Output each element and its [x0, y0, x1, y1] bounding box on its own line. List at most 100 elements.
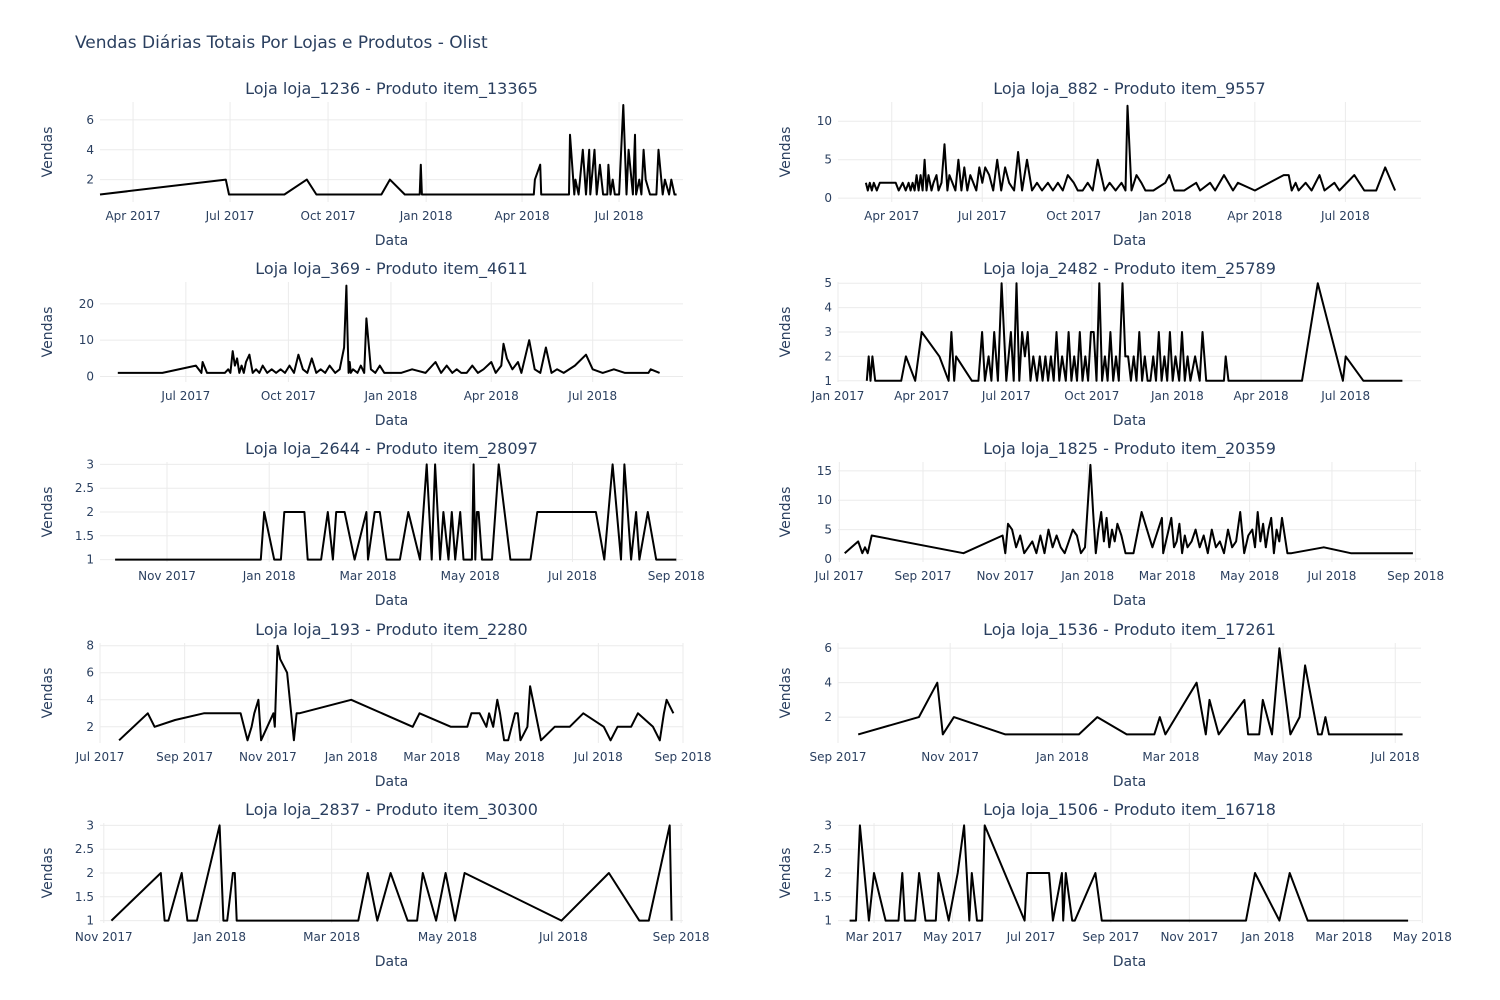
y-tick-label: 3	[824, 818, 832, 832]
subplot-5: Nov 2017 Jan 2018 Mar 2018 May 2018 Jul 2018…	[40, 439, 705, 609]
x-tick-label: Mar 2018	[1315, 930, 1372, 944]
x-tick-label: Apr 2018	[1227, 209, 1282, 223]
x-tick-label: Nov 2017	[1160, 930, 1218, 944]
y-tick-label: 1	[86, 914, 94, 928]
x-tick-label: May 2018	[485, 750, 544, 764]
y-axis-label: Vendas	[778, 127, 794, 178]
y-tick-label: 10	[817, 114, 832, 128]
x-tick-label: Sep 2017	[1082, 930, 1139, 944]
x-tick-label: Jul 2017	[981, 389, 1031, 403]
x-tick-label: Jan 2018	[364, 389, 418, 403]
x-tick-label: Jul 2018	[1320, 389, 1370, 403]
x-tick-label: Mar 2018	[340, 569, 397, 583]
x-tick-label: Apr 2018	[464, 389, 519, 403]
x-tick-label: Jul 2017	[814, 569, 864, 583]
x-axis-label: Data	[375, 413, 408, 429]
x-tick-label: May 2018	[1393, 930, 1452, 944]
series-line	[844, 463, 1413, 555]
x-tick-label: Jan 2018	[1240, 930, 1294, 944]
y-tick-label: 4	[824, 676, 832, 690]
subplot-title: Loja loja_2837 - Produto item_30300	[245, 800, 538, 820]
x-tick-label: Jan 2017	[811, 389, 865, 403]
x-tick-label: Apr 2017	[105, 209, 160, 223]
x-tick-label: Jul 2018	[547, 569, 597, 583]
x-tick-label: Nov 2017	[138, 569, 196, 583]
page-title: Vendas Diárias Totais Por Lojas e Produt…	[75, 33, 488, 53]
x-tick-label: May 2018	[1253, 750, 1312, 764]
y-axis-label: Vendas	[40, 307, 56, 358]
y-axis-label: Vendas	[40, 487, 56, 538]
x-tick-label: Jul 2018	[594, 209, 644, 223]
y-tick-label: 10	[79, 333, 94, 347]
y-tick-label: 3	[824, 325, 832, 339]
subplot-title: Loja loja_882 - Produto item_9557	[993, 79, 1265, 99]
y-tick-label: 2	[824, 349, 832, 363]
series-line	[99, 104, 677, 196]
y-tick-label: 2	[86, 505, 94, 519]
x-tick-label: Apr 2017	[864, 209, 919, 223]
y-axis-label: Vendas	[778, 848, 794, 899]
y-tick-label: 6	[824, 641, 832, 655]
x-tick-label: Jul 2018	[538, 930, 588, 944]
x-tick-label: Sep 2018	[653, 930, 710, 944]
x-tick-label: Mar 2018	[1142, 750, 1199, 764]
subplot-title: Loja loja_1506 - Produto item_16718	[983, 800, 1276, 820]
y-axis-label: Vendas	[40, 848, 56, 899]
x-tick-label: Jul 2018	[1370, 750, 1420, 764]
y-tick-label: 15	[817, 464, 832, 478]
x-tick-label: Jan 2018	[1138, 209, 1192, 223]
y-tick-label: 1	[86, 553, 94, 567]
x-tick-label: Apr 2018	[494, 209, 549, 223]
x-tick-label: Jan 2018	[242, 569, 296, 583]
x-axis-label: Data	[1113, 413, 1146, 429]
x-tick-label: Jan 2018	[324, 750, 378, 764]
y-tick-label: 4	[824, 301, 832, 315]
y-tick-label: 2	[86, 720, 94, 734]
y-tick-label: 6	[86, 666, 94, 680]
y-axis-label: Vendas	[40, 127, 56, 178]
y-tick-label: 2	[86, 173, 94, 187]
x-axis-label: Data	[1113, 954, 1146, 970]
x-tick-label: Nov 2017	[921, 750, 979, 764]
x-tick-label: Sep 2017	[810, 750, 867, 764]
series-line	[849, 824, 1409, 922]
y-tick-label: 1.5	[75, 529, 94, 543]
subplot-10: Mar 2017 May 2017 Jul 2017 Sep 2017 Nov 2017…	[778, 800, 1452, 970]
subplot-title: Loja loja_1236 - Produto item_13365	[245, 79, 538, 99]
x-tick-label: Nov 2017	[976, 569, 1034, 583]
subplot-title: Loja loja_1536 - Produto item_17261	[983, 620, 1276, 640]
y-tick-label: 4	[86, 693, 94, 707]
x-tick-label: Jul 2017	[957, 209, 1007, 223]
x-axis-label: Data	[1113, 774, 1146, 790]
y-tick-label: 3	[86, 457, 94, 471]
x-tick-label: Mar 2018	[303, 930, 360, 944]
series-line	[865, 282, 1403, 382]
y-axis-label: Vendas	[778, 668, 794, 719]
x-axis-label: Data	[1113, 233, 1146, 249]
x-tick-label: Jul 2017	[75, 750, 125, 764]
y-axis-label: Vendas	[778, 307, 794, 358]
y-tick-label: 5	[824, 153, 832, 167]
y-tick-label: 20	[79, 297, 94, 311]
x-tick-label: Jul 2018	[573, 750, 623, 764]
x-tick-label: Jul 2017	[160, 389, 210, 403]
x-tick-label: Oct 2017	[261, 389, 316, 403]
y-tick-label: 2.5	[813, 842, 832, 856]
x-tick-label: Jul 2017	[1006, 930, 1056, 944]
x-tick-label: Jul 2018	[567, 389, 617, 403]
subplot-8: Sep 2017 Nov 2017 Jan 2018 Mar 2018 May 2018…	[778, 620, 1421, 790]
series-line	[117, 284, 660, 374]
x-tick-label: Sep 2018	[655, 750, 712, 764]
x-tick-label: Apr 2018	[1234, 389, 1289, 403]
subplot-title: Loja loja_369 - Produto item_4611	[255, 259, 527, 279]
series-line	[118, 644, 675, 742]
x-tick-label: May 2018	[441, 569, 500, 583]
y-tick-label: 2.5	[75, 481, 94, 495]
x-axis-label: Data	[375, 774, 408, 790]
y-tick-label: 5	[824, 276, 832, 290]
series-line	[864, 104, 1397, 192]
y-tick-label: 0	[824, 552, 832, 566]
y-tick-label: 1	[824, 914, 832, 928]
x-tick-label: May 2018	[418, 930, 477, 944]
x-tick-label: May 2018	[1220, 569, 1279, 583]
